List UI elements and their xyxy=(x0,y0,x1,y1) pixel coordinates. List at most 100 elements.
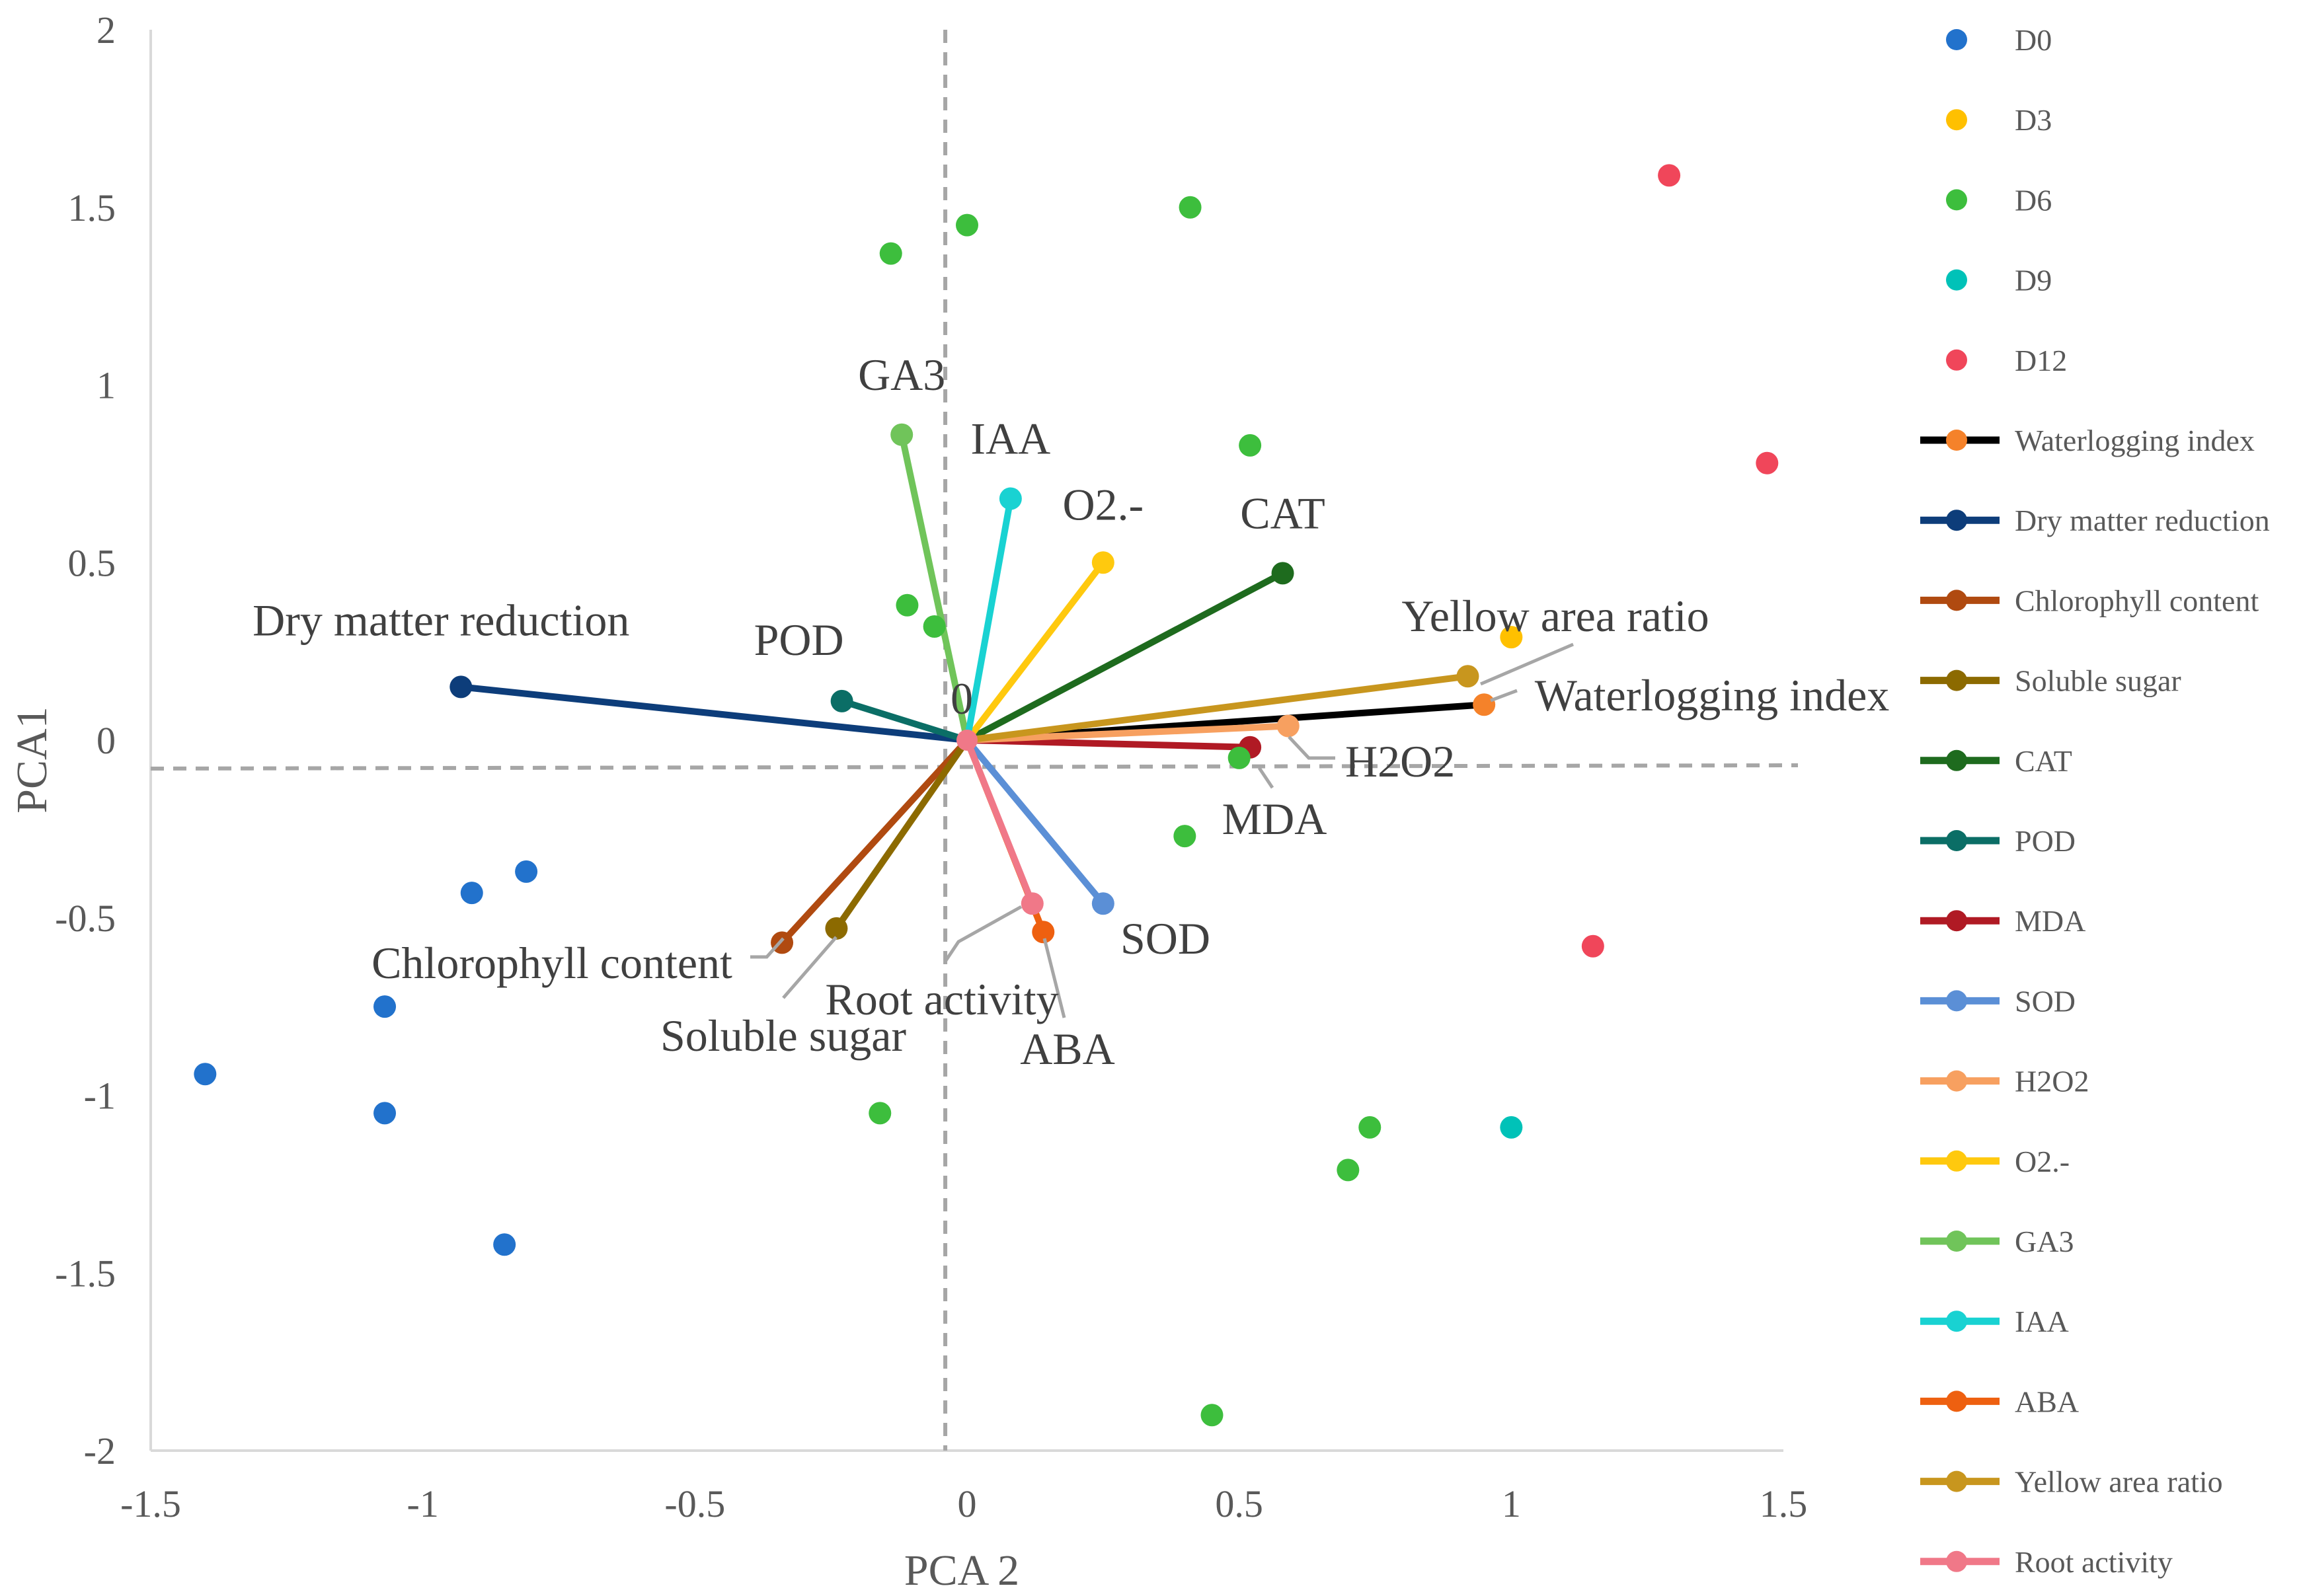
y-axis-title: PCA1 xyxy=(8,706,56,813)
label-leader-line xyxy=(1042,938,1066,1018)
score-point xyxy=(460,882,483,905)
legend-marker xyxy=(1946,1150,1967,1172)
vector-endpoint xyxy=(1276,714,1300,738)
legend: D0 D3 D6 D9 D12 Waterlogging index Dry matter … xyxy=(1920,23,2270,1579)
legend-label: MDA xyxy=(2015,904,2085,938)
score-point xyxy=(373,995,397,1018)
legend-label: Chlorophyll content xyxy=(2015,584,2259,617)
loading-vectors xyxy=(449,423,1496,954)
legend-label: D12 xyxy=(2015,344,2067,377)
score-point xyxy=(373,1102,397,1125)
score-point xyxy=(1756,451,1779,475)
legend-marker xyxy=(1946,349,1967,371)
y-tick-label: -2 xyxy=(84,1429,116,1472)
label-leader-line xyxy=(1480,642,1574,686)
legend-label: GA3 xyxy=(2015,1225,2074,1258)
vector-endpoint xyxy=(999,487,1022,510)
label-leader-line xyxy=(1257,767,1274,789)
score-point xyxy=(1173,825,1196,848)
vector-label: H2O2 xyxy=(1345,736,1455,786)
vector-endpoint xyxy=(1032,921,1055,944)
y-tick-label: 0.5 xyxy=(68,541,116,584)
origin-label: 0 xyxy=(951,673,973,724)
legend-marker xyxy=(1946,749,1967,771)
legend-marker xyxy=(1946,1390,1967,1412)
legend-label: D3 xyxy=(2015,103,2052,137)
vector-line xyxy=(779,737,970,946)
vector-endpoint xyxy=(825,917,848,940)
legend-marker xyxy=(1946,1231,1967,1252)
vector-line xyxy=(964,570,1286,743)
vector-endpoint xyxy=(1473,693,1496,716)
vector-endpoint xyxy=(1271,562,1294,585)
x-tick-label: -1.5 xyxy=(120,1482,181,1525)
score-point xyxy=(1500,626,1523,649)
legend-marker xyxy=(1946,269,1967,291)
vector-label: Yellow area ratio xyxy=(1401,591,1709,641)
y-tick-label: 1 xyxy=(97,364,116,407)
x-tick-label: 1 xyxy=(1502,1482,1521,1525)
x-axis-title: PCA 2 xyxy=(904,1546,1019,1595)
legend-marker xyxy=(1946,29,1967,50)
origin-marker xyxy=(956,730,978,751)
legend-label: D9 xyxy=(2015,264,2052,297)
legend-label: SOD xyxy=(2015,984,2076,1018)
y-tick-label: 0 xyxy=(97,719,116,762)
vector-endpoint xyxy=(1456,665,1479,688)
vector-label: Dry matter reduction xyxy=(253,595,629,645)
score-point xyxy=(1227,746,1251,769)
vector-label: IAA xyxy=(970,414,1050,464)
y-tick-label: -1 xyxy=(84,1075,116,1118)
legend-marker xyxy=(1946,510,1967,531)
vector-label: CAT xyxy=(1240,488,1325,538)
score-point xyxy=(194,1063,217,1086)
y-tick-label: 2 xyxy=(97,9,116,52)
score-point xyxy=(923,615,946,638)
score-point xyxy=(1337,1159,1360,1182)
legend-label: POD xyxy=(2015,824,2076,858)
legend-label: Soluble sugar xyxy=(2015,664,2181,698)
score-point xyxy=(1500,1116,1523,1139)
score-point xyxy=(1581,934,1604,958)
vector-label: Waterlogging index xyxy=(1535,670,1890,720)
vector-label: Chlorophyll content xyxy=(371,938,732,988)
legend-marker xyxy=(1946,669,1967,691)
vector-line xyxy=(833,737,970,932)
legend-marker xyxy=(1946,189,1967,211)
x-tick-label: 0 xyxy=(958,1482,977,1525)
score-point xyxy=(1358,1116,1382,1139)
vector-endpoint xyxy=(1091,892,1114,915)
y-tick-label: -1.5 xyxy=(55,1252,116,1295)
score-point xyxy=(869,1102,892,1125)
x-tick-label: -1 xyxy=(407,1482,439,1525)
vector-line xyxy=(964,495,1014,743)
legend-label: Dry matter reduction xyxy=(2015,504,2270,537)
legend-label: Waterlogging index xyxy=(2015,424,2255,457)
y-tick-label: -0.5 xyxy=(55,897,116,940)
vector-label: ABA xyxy=(1020,1024,1115,1074)
vector-line xyxy=(457,683,970,743)
score-point xyxy=(493,1233,516,1256)
legend-marker xyxy=(1946,1550,1967,1572)
legend-label: Yellow area ratio xyxy=(2015,1465,2223,1499)
vector-label: POD xyxy=(754,615,844,665)
legend-label: Root activity xyxy=(2015,1545,2173,1579)
legend-marker xyxy=(1946,990,1967,1012)
legend-marker xyxy=(1946,830,1967,851)
legend-label: D0 xyxy=(2015,23,2052,57)
vector-label: SOD xyxy=(1120,913,1210,964)
vector-labels: Waterlogging index Dry matter reduction Ch… xyxy=(253,350,1889,1074)
label-leader-line xyxy=(750,937,785,959)
legend-label: ABA xyxy=(2015,1385,2079,1418)
score-point xyxy=(1200,1404,1224,1427)
vector-line xyxy=(964,737,1036,907)
vector-label: O2.- xyxy=(1062,479,1144,529)
vector-line xyxy=(964,737,1107,907)
label-leader-line xyxy=(1490,689,1518,703)
legend-marker xyxy=(1946,589,1967,611)
horizontal-reference-line xyxy=(150,763,1799,771)
vector-label: Soluble sugar xyxy=(660,1010,906,1061)
legend-marker xyxy=(1946,1470,1967,1492)
vector-endpoint xyxy=(890,423,914,446)
